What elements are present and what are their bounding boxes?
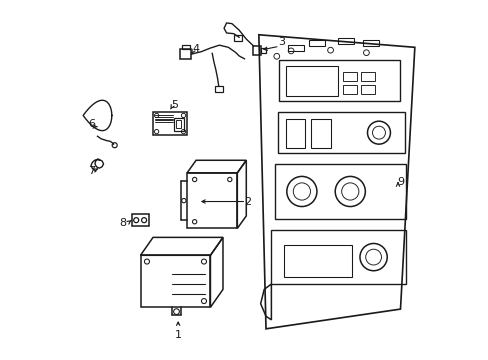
Bar [277,112,405,153]
Bar [174,118,183,131]
Text: 8: 8 [119,218,126,228]
Bar [253,46,261,55]
Bar [285,119,305,148]
Bar [287,45,303,51]
Bar [360,85,374,94]
Bar [308,40,325,45]
Bar [131,215,148,226]
Text: 4: 4 [192,44,199,54]
Text: 7: 7 [88,166,96,176]
Bar [233,35,241,41]
Bar [360,72,374,81]
Bar [285,66,337,96]
Text: 9: 9 [396,177,403,187]
Bar [343,85,356,94]
Bar [271,230,405,284]
Bar [176,120,181,128]
Bar [274,164,405,220]
Bar [180,49,191,59]
Text: 3: 3 [278,37,285,47]
Bar [261,48,265,53]
Bar [215,86,223,92]
Bar [362,40,378,45]
Bar [343,72,356,81]
Text: 6: 6 [88,120,95,129]
Bar [278,60,400,101]
Bar [337,38,353,44]
Bar [284,244,351,277]
Bar [182,45,189,49]
Text: 2: 2 [244,197,251,207]
Text: 5: 5 [171,100,178,110]
Bar [310,119,330,148]
Text: 1: 1 [174,330,181,340]
